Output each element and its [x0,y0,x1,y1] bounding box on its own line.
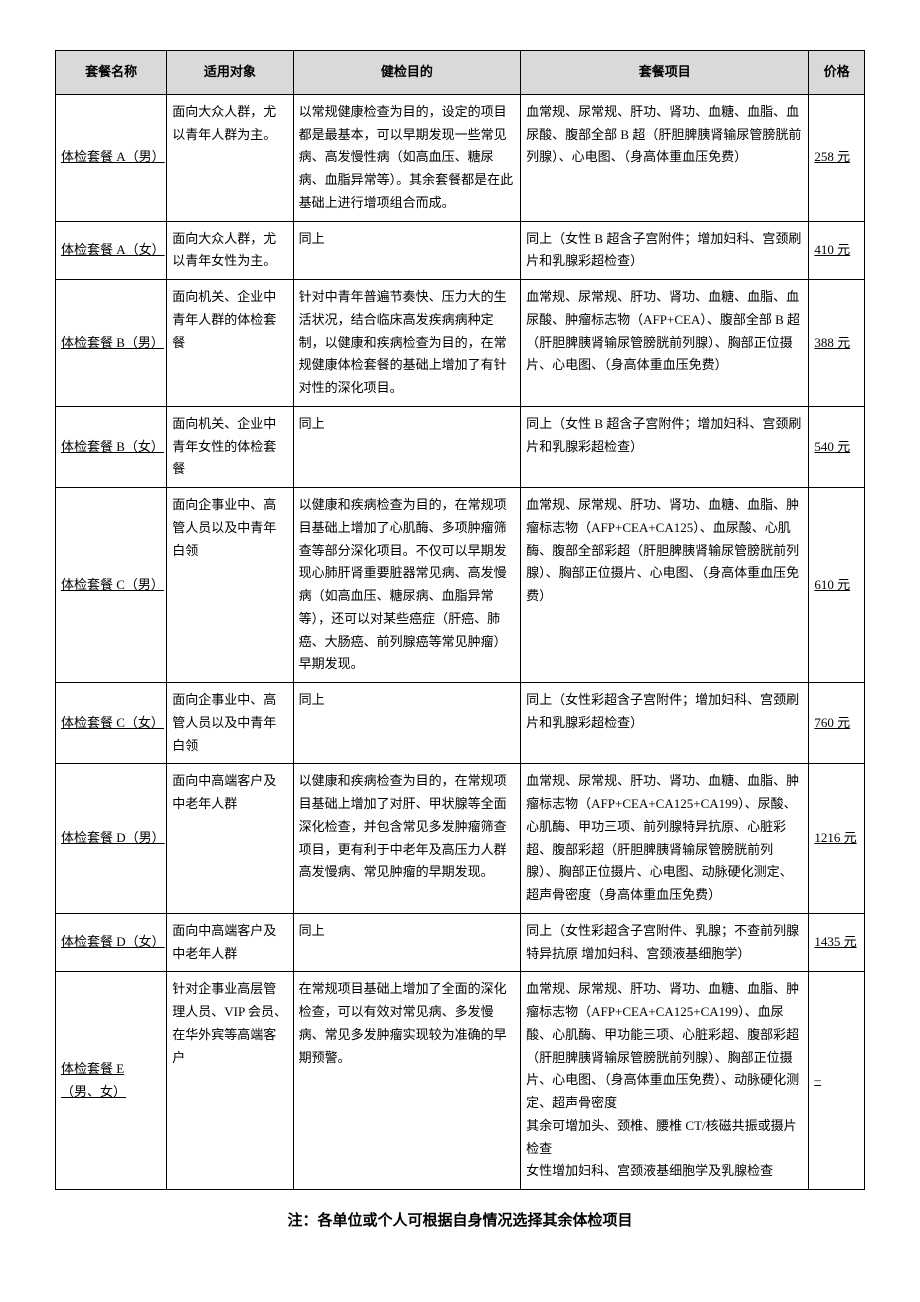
package-name-cell: 体检套餐 A（男） [56,94,167,221]
package-name-cell: 体检套餐 C（男） [56,488,167,683]
package-purpose-cell: 同上 [293,683,521,764]
footer-note: 注：各单位或个人可根据自身情况选择其余体检项目 [55,1208,865,1234]
table-row: 体检套餐 E（男、女）针对企事业高层管理人员、VIP 会员、在华外宾等高端客户在… [56,972,865,1190]
package-items-cell: 同上（女性 B 超含子宫附件；增加妇科、宫颈刷片和乳腺彩超检查） [521,406,809,487]
package-name-cell: 体检套餐 B（女） [56,406,167,487]
package-price-cell: 540 元 [809,406,865,487]
health-package-table: 套餐名称 适用对象 健检目的 套餐项目 价格 体检套餐 A（男）面向大众人群，尤… [55,50,865,1190]
table-row: 体检套餐 A（男）面向大众人群，尤以青年人群为主。以常规健康检查为目的，设定的项… [56,94,865,221]
package-target-cell: 面向中高端客户及中老年人群 [167,764,293,914]
package-target-cell: 针对企事业高层管理人员、VIP 会员、在华外宾等高端客户 [167,972,293,1190]
package-items-cell: 血常规、尿常规、肝功、肾功、血糖、血脂、肿瘤标志物（AFP+CEA+CA125+… [521,972,809,1190]
package-price-cell: 258 元 [809,94,865,221]
package-name-cell: 体检套餐 E（男、女） [56,972,167,1190]
package-name-cell: 体检套餐 B（男） [56,280,167,407]
package-target-cell: 面向机关、企业中青年女性的体检套餐 [167,406,293,487]
header-price: 价格 [809,51,865,95]
package-items-cell: 血常规、尿常规、肝功、肾功、血糖、血脂、血尿酸、腹部全部 B 超（肝胆脾胰肾输尿… [521,94,809,221]
table-row: 体检套餐 B（男）面向机关、企业中青年人群的体检套餐针对中青年普遍节奏快、压力大… [56,280,865,407]
package-target-cell: 面向企事业中、高管人员以及中青年白领 [167,683,293,764]
table-row: 体检套餐 D（男）面向中高端客户及中老年人群以健康和疾病检查为目的，在常规项目基… [56,764,865,914]
header-purpose: 健检目的 [293,51,521,95]
package-name-cell: 体检套餐 C（女） [56,683,167,764]
package-purpose-cell: 针对中青年普遍节奏快、压力大的生活状况，结合临床高发疾病病种定制，以健康和疾病检… [293,280,521,407]
table-row: 体检套餐 C（女）面向企事业中、高管人员以及中青年白领同上同上（女性彩超含子宫附… [56,683,865,764]
package-items-cell: 同上（女性彩超含子宫附件、乳腺；不查前列腺特异抗原 增加妇科、宫颈液基细胞学） [521,913,809,972]
header-target: 适用对象 [167,51,293,95]
package-items-cell: 同上（女性彩超含子宫附件；增加妇科、宫颈刷片和乳腺彩超检查） [521,683,809,764]
package-target-cell: 面向机关、企业中青年人群的体检套餐 [167,280,293,407]
package-items-cell: 血常规、尿常规、肝功、肾功、血糖、血脂、肿瘤标志物（AFP+CEA+CA125）… [521,488,809,683]
package-purpose-cell: 以健康和疾病检查为目的，在常规项目基础上增加了对肝、甲状腺等全面深化检查，并包含… [293,764,521,914]
package-target-cell: 面向中高端客户及中老年人群 [167,913,293,972]
header-items: 套餐项目 [521,51,809,95]
package-price-cell: 388 元 [809,280,865,407]
table-row: 体检套餐 A（女）面向大众人群，尤以青年女性为主。同上同上（女性 B 超含子宫附… [56,221,865,280]
table-row: 体检套餐 C（男）面向企事业中、高管人员以及中青年白领以健康和疾病检查为目的，在… [56,488,865,683]
package-price-cell: 410 元 [809,221,865,280]
package-purpose-cell: 以常规健康检查为目的，设定的项目都是最基本，可以早期发现一些常见病、高发慢性病（… [293,94,521,221]
header-name: 套餐名称 [56,51,167,95]
table-row: 体检套餐 D（女）面向中高端客户及中老年人群同上同上（女性彩超含子宫附件、乳腺；… [56,913,865,972]
package-name-cell: 体检套餐 D（男） [56,764,167,914]
package-items-cell: 血常规、尿常规、肝功、肾功、血糖、血脂、血尿酸、肿瘤标志物（AFP+CEA）、腹… [521,280,809,407]
package-items-cell: 血常规、尿常规、肝功、肾功、血糖、血脂、肿瘤标志物（AFP+CEA+CA125+… [521,764,809,914]
table-row: 体检套餐 B（女）面向机关、企业中青年女性的体检套餐同上同上（女性 B 超含子宫… [56,406,865,487]
package-items-cell: 同上（女性 B 超含子宫附件；增加妇科、宫颈刷片和乳腺彩超检查） [521,221,809,280]
package-price-cell: 610 元 [809,488,865,683]
package-purpose-cell: 在常规项目基础上增加了全面的深化检查，可以有效对常见病、多发慢病、常见多发肿瘤实… [293,972,521,1190]
package-target-cell: 面向大众人群，尤以青年人群为主。 [167,94,293,221]
package-price-cell: 1435 元 [809,913,865,972]
package-purpose-cell: 同上 [293,406,521,487]
package-purpose-cell: 同上 [293,221,521,280]
package-target-cell: 面向企事业中、高管人员以及中青年白领 [167,488,293,683]
table-header-row: 套餐名称 适用对象 健检目的 套餐项目 价格 [56,51,865,95]
package-purpose-cell: 同上 [293,913,521,972]
package-price-cell: – [809,972,865,1190]
package-name-cell: 体检套餐 A（女） [56,221,167,280]
package-target-cell: 面向大众人群，尤以青年女性为主。 [167,221,293,280]
package-purpose-cell: 以健康和疾病检查为目的，在常规项目基础上增加了心肌酶、多项肿瘤筛查等部分深化项目… [293,488,521,683]
package-price-cell: 1216 元 [809,764,865,914]
package-name-cell: 体检套餐 D（女） [56,913,167,972]
package-price-cell: 760 元 [809,683,865,764]
